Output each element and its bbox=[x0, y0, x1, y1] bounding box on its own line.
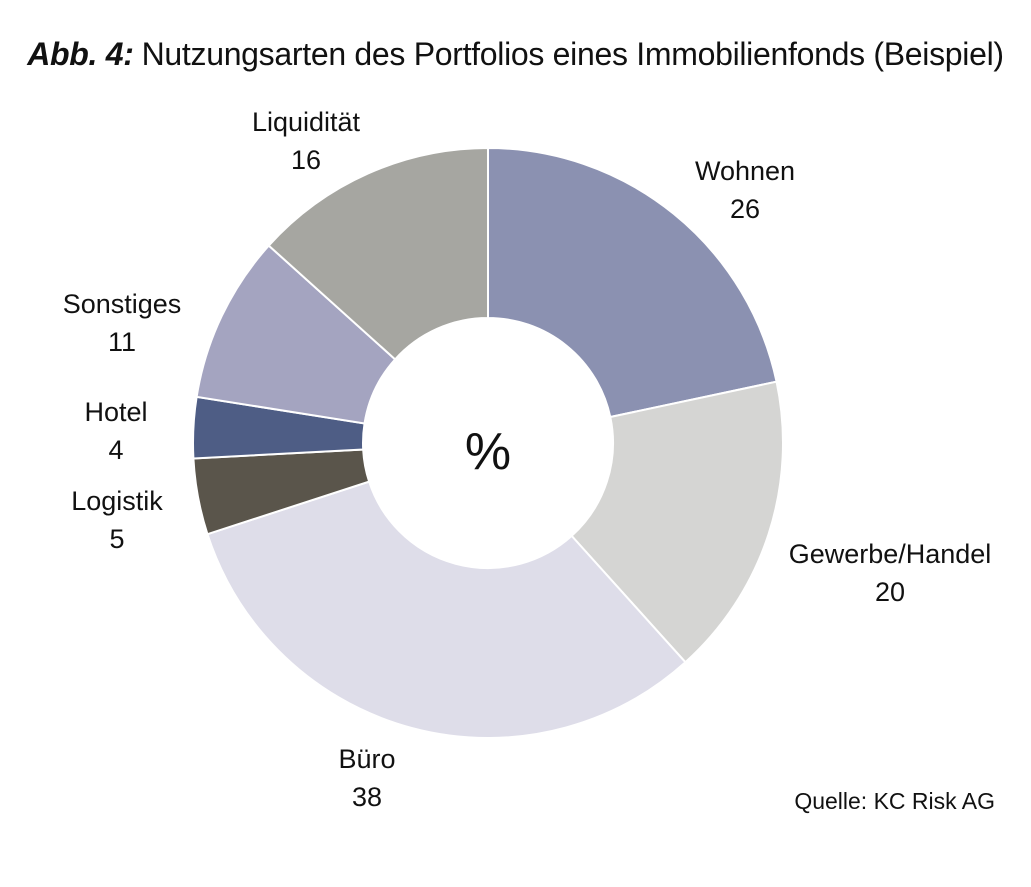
source-note: Quelle: KC Risk AG bbox=[794, 788, 995, 814]
slice-label-gewerbe-handel: Gewerbe/Handel 20 bbox=[789, 535, 992, 611]
slice-name: Gewerbe/Handel bbox=[788, 539, 992, 569]
slice-name: Hotel bbox=[84, 397, 148, 427]
slice-label-hotel: Hotel 4 bbox=[84, 393, 147, 469]
slice-name: Büro bbox=[338, 744, 396, 774]
slice-label-liquidit-t: Liquidität 16 bbox=[252, 103, 360, 179]
slice-label-sonstiges: Sonstiges 11 bbox=[63, 285, 182, 361]
slice-value: 11 bbox=[107, 327, 137, 357]
slice-wohnen bbox=[487, 146, 778, 419]
slice-gewerbe-handel bbox=[570, 380, 784, 664]
center-unit-label: % bbox=[464, 423, 512, 481]
slice-value: 38 bbox=[351, 782, 383, 812]
slice-value: 5 bbox=[109, 524, 125, 554]
slice-liquidit-t bbox=[267, 146, 489, 361]
slice-name: Wohnen bbox=[694, 156, 796, 186]
slice-value: 16 bbox=[290, 145, 322, 175]
figure-number: Abb. 4: bbox=[27, 36, 134, 72]
slice-label-b-ro: Büro 38 bbox=[338, 740, 395, 816]
title-text: Nutzungsarten des Portfolios eines Immob… bbox=[141, 36, 1004, 72]
slice-name: Liquidität bbox=[251, 107, 361, 137]
slice-name: Logistik bbox=[71, 486, 163, 516]
slice-b-ro bbox=[206, 480, 687, 739]
slice-label-logistik: Logistik 5 bbox=[71, 482, 163, 558]
chart-title: Abb. 4: Nutzungsarten des Portfolios eine… bbox=[0, 36, 1031, 73]
slice-value: 20 bbox=[874, 577, 906, 607]
slice-value: 4 bbox=[108, 435, 124, 465]
slice-value: 26 bbox=[729, 194, 761, 224]
slice-name: Sonstiges bbox=[62, 289, 182, 319]
slice-label-wohnen: Wohnen 26 bbox=[695, 152, 795, 228]
